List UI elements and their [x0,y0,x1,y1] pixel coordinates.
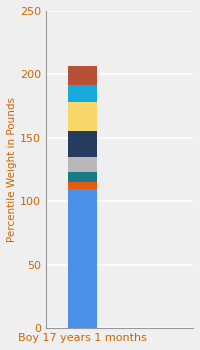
Bar [68,189,97,328]
Bar [68,157,97,172]
Bar [68,85,97,102]
Bar [68,182,97,189]
Bar [68,65,97,85]
Bar [68,172,97,182]
Bar [68,132,97,157]
Y-axis label: Percentile Weight in Pounds: Percentile Weight in Pounds [7,97,17,242]
Bar [68,102,97,132]
